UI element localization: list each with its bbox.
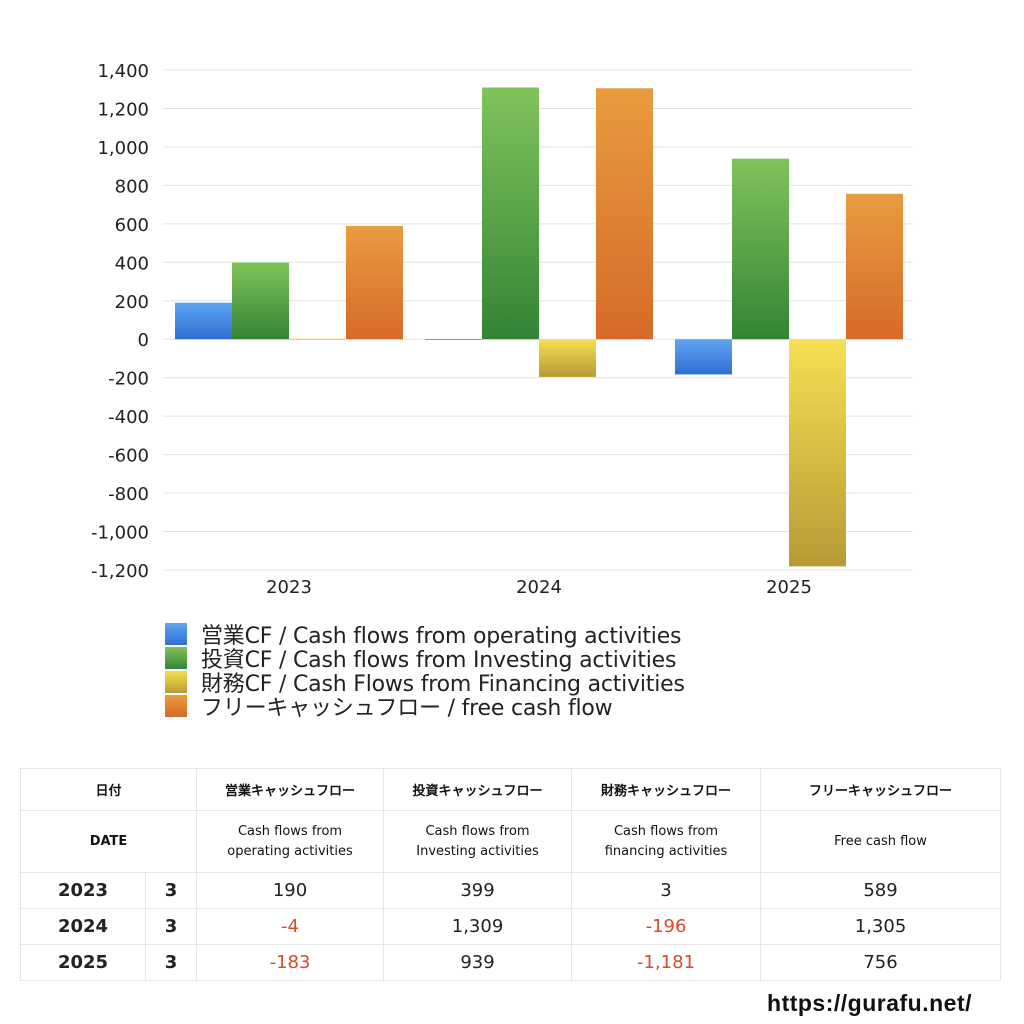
row-free: 1,305 xyxy=(760,908,1002,945)
y-tick-label: -600 xyxy=(108,446,149,467)
header-operating-en: Cash flows from operating activities xyxy=(196,810,385,873)
x-tick-label: 2024 xyxy=(516,577,562,598)
row-operating: -4 xyxy=(196,908,385,945)
legend-label-free: フリーキャッシュフロー / free cash flow xyxy=(201,696,613,721)
site-url: https://gurafu.net/ xyxy=(767,990,972,1016)
row-month: 3 xyxy=(144,944,198,981)
row-operating: -183 xyxy=(196,944,385,981)
y-tick-label: 200 xyxy=(115,292,149,313)
x-tick-label: 2025 xyxy=(766,577,812,598)
table-row: 2024 3 -4 1,309 -196 1,305 xyxy=(20,908,1002,945)
header-operating-jp: 営業キャッシュフロー xyxy=(196,768,385,811)
y-tick-label: -1,000 xyxy=(91,523,149,544)
y-tick-label: -200 xyxy=(108,369,149,390)
row-year: 2025 xyxy=(20,944,146,981)
bar-2024-series-2 xyxy=(539,339,596,377)
x-axis-tick-labels: 2023 2024 2025 xyxy=(266,577,812,598)
row-year: 2024 xyxy=(20,908,146,945)
bar-2023-series-3 xyxy=(346,225,403,340)
row-operating: 190 xyxy=(196,872,385,909)
y-tick-label: 800 xyxy=(115,176,149,197)
bar-2023-series-0 xyxy=(175,302,232,340)
bar-2025-series-2 xyxy=(789,339,846,567)
header-free-jp: フリーキャッシュフロー xyxy=(760,768,1002,811)
header-date-jp: 日付 xyxy=(19,768,198,811)
row-financing: -1,181 xyxy=(571,944,762,981)
y-tick-label: 1,000 xyxy=(97,138,149,159)
legend-item-investing: 投資CF / Cash flows from Investing activit… xyxy=(165,646,685,673)
y-tick-label: 400 xyxy=(115,253,149,274)
row-financing: -196 xyxy=(571,908,762,945)
legend-label-operating: 営業CF / Cash flows from operating activit… xyxy=(201,624,682,649)
y-tick-label: -400 xyxy=(108,407,149,428)
y-tick-label: 0 xyxy=(138,330,149,351)
x-tick-label: 2023 xyxy=(266,577,312,598)
header-investing-en: Cash flows from Investing activities xyxy=(383,810,573,873)
legend-item-operating: 営業CF / Cash flows from operating activit… xyxy=(165,622,685,649)
row-year: 2023 xyxy=(20,872,146,909)
row-investing: 1,309 xyxy=(383,908,573,945)
legend-swatch-investing xyxy=(165,647,187,669)
y-tick-label: -1,200 xyxy=(91,561,149,582)
header-date-en: DATE xyxy=(19,810,198,873)
bars xyxy=(175,87,903,567)
bar-2024-series-3 xyxy=(596,88,653,340)
legend-label-investing: 投資CF / Cash flows from Investing activit… xyxy=(201,648,677,673)
bar-2023-series-2 xyxy=(289,338,346,340)
legend-swatch-financing xyxy=(165,671,187,693)
cash-flow-bar-chart: 1,400 1,200 1,000 800 600 400 200 0 -200 -400 -600… xyxy=(91,61,913,598)
header-investing-jp: 投資キャッシュフロー xyxy=(383,768,573,811)
table-row: 2025 3 -183 939 -1,181 756 xyxy=(20,944,1002,981)
row-free: 756 xyxy=(760,944,1002,981)
y-tick-label: 1,400 xyxy=(97,61,149,82)
legend-swatch-free xyxy=(165,695,187,717)
row-free: 589 xyxy=(760,872,1002,909)
row-month: 3 xyxy=(144,908,198,945)
table-row: 2023 3 190 399 3 589 xyxy=(20,872,1002,909)
bar-2024-series-1 xyxy=(482,87,539,340)
bar-2025-series-3 xyxy=(846,193,903,340)
chart-legend: 営業CF / Cash flows from operating activit… xyxy=(165,622,685,721)
bar-2023-series-1 xyxy=(232,262,289,340)
table-header-en: DATE Cash flows from operating activities… xyxy=(19,810,1002,873)
header-financing-jp: 財務キャッシュフロー xyxy=(571,768,762,811)
bar-2024-series-0 xyxy=(425,339,482,341)
legend-item-free: フリーキャッシュフロー / free cash flow xyxy=(165,694,685,721)
row-investing: 939 xyxy=(383,944,573,981)
y-tick-label: -800 xyxy=(108,484,149,505)
row-month: 3 xyxy=(144,872,198,909)
table-header-jp: 日付 営業キャッシュフロー 投資キャッシュフロー 財務キャッシュフロー フリーキ… xyxy=(19,768,1002,811)
y-tick-label: 600 xyxy=(115,215,149,236)
bar-2025-series-0 xyxy=(675,339,732,375)
y-tick-label: 1,200 xyxy=(97,99,149,120)
y-axis-tick-labels: 1,400 1,200 1,000 800 600 400 200 0 -200 -400 -600… xyxy=(91,61,149,582)
legend-item-financing: 財務CF / Cash Flows from Financing activit… xyxy=(165,670,685,697)
legend-label-financing: 財務CF / Cash Flows from Financing activit… xyxy=(201,672,685,697)
legend-swatch-operating xyxy=(165,623,187,645)
header-free-en: Free cash flow xyxy=(760,810,1002,873)
row-financing: 3 xyxy=(571,872,762,909)
row-investing: 399 xyxy=(383,872,573,909)
cash-flow-table: 日付 営業キャッシュフロー 投資キャッシュフロー 財務キャッシュフロー フリーキ… xyxy=(19,768,1002,981)
header-financing-en: Cash flows from financing activities xyxy=(571,810,762,873)
bar-2025-series-1 xyxy=(732,158,789,340)
